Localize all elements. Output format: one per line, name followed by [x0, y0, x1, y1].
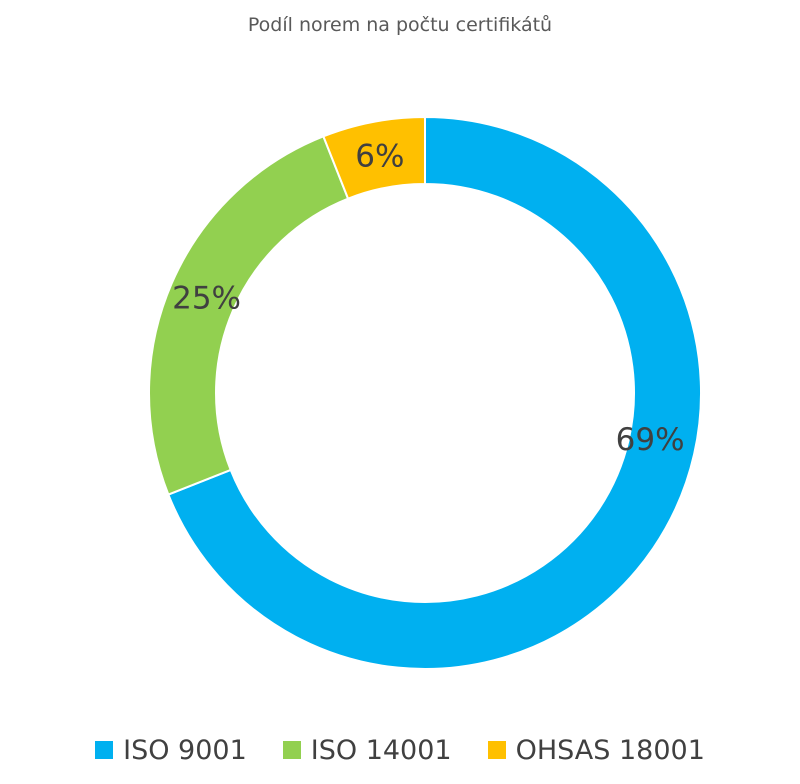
- donut-slice-iso-9001: [167, 115, 702, 670]
- legend-label-iso-9001: ISO 9001: [123, 734, 247, 766]
- legend-item-iso-9001: ISO 9001: [95, 735, 247, 766]
- legend: ISO 9001 ISO 14001 OHSAS 18001: [0, 730, 800, 770]
- legend-label-iso-14001: ISO 14001: [310, 734, 452, 766]
- legend-label-ohsas-18001: OHSAS 18001: [515, 734, 705, 766]
- data-label-iso-9001: 69%: [616, 422, 685, 458]
- legend-swatch-ohsas-18001: [487, 741, 506, 759]
- legend-item-iso-14001: ISO 14001: [282, 734, 452, 766]
- data-label-ohsas-18001: 6%: [355, 138, 404, 174]
- legend-swatch-iso-14001: [282, 741, 301, 759]
- chart-title: Podíl norem na počtu certifikátů: [247, 14, 553, 36]
- donut-slice-ohsas-18001: [322, 115, 426, 200]
- legend-item-ohsas-18001: OHSAS 18001: [487, 734, 705, 766]
- legend-swatch-iso-9001: [95, 741, 114, 759]
- data-label-iso-14001: 25%: [172, 280, 241, 316]
